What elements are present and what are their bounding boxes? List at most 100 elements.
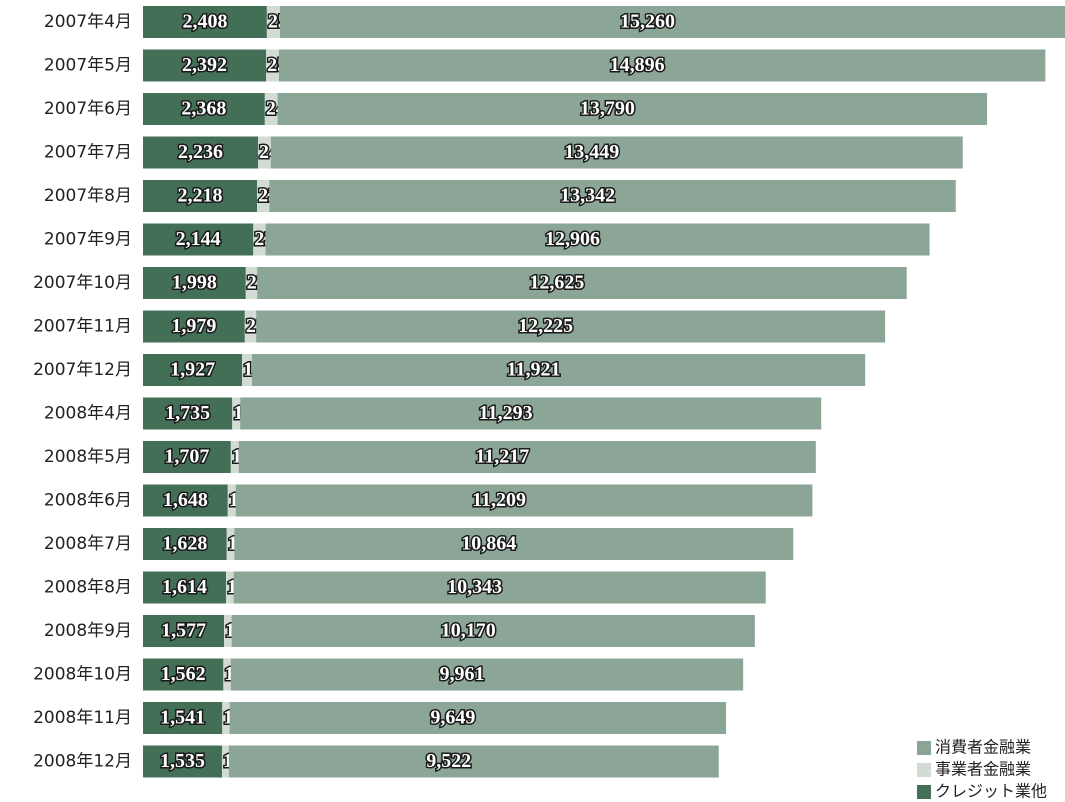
value-label: 2,236 [178, 141, 223, 163]
value-label: 1,535 [160, 750, 205, 772]
bar-segment [143, 528, 227, 560]
value-label: 11,209 [472, 489, 526, 511]
bar-segment [253, 223, 266, 256]
value-label: 2,368 [181, 98, 226, 120]
y-tick-label: 2007年5月 [44, 56, 132, 76]
legend-swatch [917, 741, 931, 755]
y-tick-label: 2008年11月 [33, 708, 132, 728]
y-tick-label: 2007年8月 [44, 186, 132, 206]
bar-segment [231, 615, 755, 647]
bar-segment [235, 484, 813, 517]
bar-segment [278, 49, 1046, 82]
value-label: 2,392 [182, 54, 227, 76]
bar-segment [229, 702, 727, 734]
value-label: 11,293 [479, 402, 533, 424]
value-label: 13,790 [580, 98, 635, 120]
value-label: 1,614 [162, 576, 207, 598]
value-label: 1,577 [161, 620, 206, 642]
y-tick-label: 2007年9月 [44, 230, 132, 250]
y-tick-label: 2008年8月 [44, 578, 132, 598]
value-label: 12,906 [545, 228, 600, 250]
bar-segment [264, 93, 278, 125]
y-tick-label: 2007年4月 [44, 12, 132, 32]
value-label: 12,225 [518, 315, 573, 337]
y-tick-label: 2008年6月 [44, 491, 132, 511]
y-tick-label: 2008年7月 [44, 534, 132, 554]
bar-segment [256, 310, 886, 343]
bar-segment [228, 745, 719, 778]
bar-segment [258, 136, 271, 169]
bar-segment [266, 49, 279, 82]
value-label: 12,625 [529, 272, 584, 294]
bar-segment [143, 180, 258, 212]
bar-segment [143, 310, 245, 343]
bar-segment [277, 93, 988, 125]
value-label: 2,408 [182, 11, 227, 33]
legend-label: クレジット業他 [935, 782, 1047, 801]
bar-segment [226, 528, 235, 560]
bar-segment [245, 267, 258, 299]
value-label: 9,522 [426, 750, 471, 772]
value-label: 15,260 [620, 11, 675, 33]
bar-segment [238, 441, 816, 473]
value-label: 1,707 [164, 446, 209, 468]
bar-segment [226, 571, 234, 604]
value-label: 10,343 [447, 576, 502, 598]
bar-segment [230, 658, 744, 691]
bar-segment [143, 658, 224, 691]
bar-segment [143, 6, 267, 38]
bar-segment [143, 136, 259, 169]
y-tick-label: 2008年12月 [33, 752, 132, 772]
value-label: 1,735 [165, 402, 210, 424]
y-tick-label: 2007年7月 [44, 143, 132, 163]
bar-segment [143, 702, 223, 734]
bar-segment [222, 702, 230, 734]
y-tick-label: 2008年10月 [33, 665, 132, 685]
y-tick-label: 2007年10月 [33, 273, 132, 293]
bar-segment [270, 136, 963, 169]
value-label: 14,896 [610, 54, 665, 76]
value-label: 9,649 [430, 707, 475, 729]
value-label: 13,449 [564, 141, 619, 163]
bar-segment [143, 484, 228, 517]
bar-segment [143, 441, 231, 473]
value-label: 10,864 [461, 533, 516, 555]
legend-label: 事業者金融業 [935, 760, 1031, 779]
y-tick-label: 2007年12月 [33, 360, 132, 380]
bar-segment [240, 397, 822, 430]
y-tick-label: 2008年5月 [44, 447, 132, 467]
bar-segment [269, 180, 956, 212]
value-label: 1,979 [171, 315, 216, 337]
legend-swatch [917, 785, 931, 799]
value-label: 2,144 [176, 228, 221, 250]
bar-segment [242, 354, 252, 386]
bar-segment [143, 267, 246, 299]
bar-segment [227, 484, 236, 517]
value-label: 2,218 [178, 185, 223, 207]
bar-segment [223, 658, 231, 691]
legend-swatch [917, 763, 931, 777]
bar-segment [279, 6, 1065, 38]
value-label: 1,648 [163, 489, 208, 511]
value-label: 11,921 [507, 359, 561, 381]
value-label: 13,342 [560, 185, 615, 207]
bar-segment [266, 6, 280, 38]
legend-label: 消費者金融業 [935, 738, 1031, 757]
y-tick-label: 2007年11月 [33, 317, 132, 337]
bar-segment [143, 745, 222, 778]
bar-segment [224, 615, 232, 647]
value-label: 9,961 [439, 663, 484, 685]
bar-segment [143, 397, 233, 430]
bar-segment [143, 615, 225, 647]
bar-segment [234, 528, 794, 560]
bar-segment [143, 49, 267, 82]
bar-segment [143, 93, 265, 125]
value-label: 1,541 [160, 707, 205, 729]
bar-segment [221, 745, 229, 778]
bar-segment [230, 441, 239, 473]
value-label: 11,217 [475, 446, 529, 468]
bar-segment [257, 267, 907, 299]
value-label: 1,998 [172, 272, 217, 294]
value-label: 1,927 [170, 359, 215, 381]
